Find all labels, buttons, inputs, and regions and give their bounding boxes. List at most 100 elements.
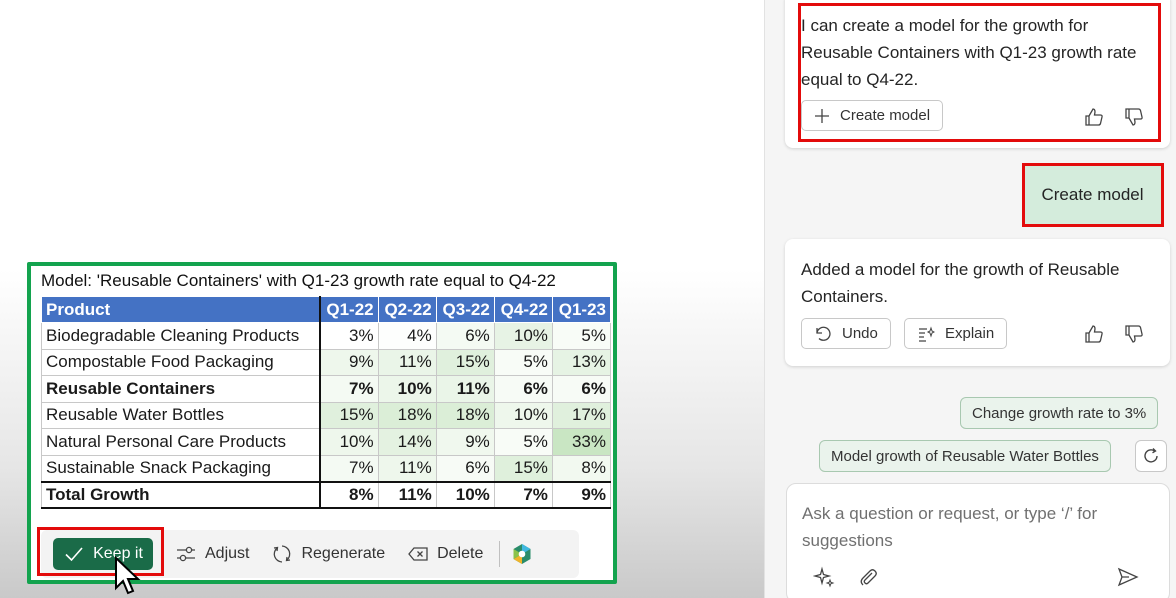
adjust-button[interactable]: Adjust xyxy=(175,543,249,565)
product-cell: Reusable Water Bottles xyxy=(41,401,320,429)
suggestion-chip[interactable]: Model growth of Reusable Water Bottles xyxy=(819,440,1111,472)
product-cell: Sustainable Snack Packaging xyxy=(41,454,320,482)
product-cell: Compostable Food Packaging xyxy=(41,348,320,376)
regenerate-button[interactable]: Regenerate xyxy=(271,543,385,565)
assistant-message-text: Added a model for the growth of Reusable… xyxy=(801,260,1120,306)
product-cell: Total Growth xyxy=(41,480,320,509)
value-cell: 8% xyxy=(318,480,379,509)
value-cell: 18% xyxy=(377,401,437,429)
assistant-message-card: I can create a model for the growth for … xyxy=(785,0,1170,148)
value-cell: 11% xyxy=(377,480,437,509)
create-model-label: Create model xyxy=(840,107,931,124)
column-header: Product xyxy=(41,296,320,323)
value-cell: 10% xyxy=(493,322,553,350)
undo-button[interactable]: Undo xyxy=(801,318,891,349)
value-cell: 11% xyxy=(435,375,495,403)
value-cell: 14% xyxy=(377,428,437,456)
adjust-icon xyxy=(177,546,195,562)
value-cell: 5% xyxy=(551,322,612,350)
column-header: Q4-22 xyxy=(493,296,553,323)
suggestion-chip[interactable]: Change growth rate to 3% xyxy=(960,397,1159,429)
value-cell: 7% xyxy=(318,375,379,403)
value-cell: 10% xyxy=(435,480,495,509)
value-cell: 17% xyxy=(551,401,612,429)
value-cell: 9% xyxy=(318,348,379,376)
value-cell: 18% xyxy=(435,401,495,429)
user-message: Create model xyxy=(1024,166,1161,224)
value-cell: 33% xyxy=(551,428,612,456)
value-cell: 15% xyxy=(493,454,553,482)
plus-icon xyxy=(815,108,829,123)
table-row: Reusable Containers 7% 10% 11% 6% 6% xyxy=(41,375,612,403)
value-cell: 4% xyxy=(377,322,437,350)
column-header: Q1-22 xyxy=(318,296,379,323)
product-cell: Biodegradable Cleaning Products xyxy=(41,322,320,350)
model-preview-card: Model: 'Reusable Containers' with Q1-23 … xyxy=(27,262,617,584)
value-cell: 9% xyxy=(551,480,612,509)
value-cell: 5% xyxy=(493,428,553,456)
delete-button[interactable]: Delete xyxy=(407,543,483,565)
keep-it-highlight xyxy=(37,527,164,576)
regenerate-icon xyxy=(274,545,291,563)
thumbs-down-icon[interactable] xyxy=(1123,323,1145,345)
undo-label: Undo xyxy=(842,325,878,342)
product-cell: Natural Personal Care Products xyxy=(41,428,320,456)
delete-label: Delete xyxy=(437,545,484,562)
feedback-buttons xyxy=(1083,323,1145,345)
value-cell: 10% xyxy=(493,401,553,429)
thumbs-up-icon[interactable] xyxy=(1083,323,1105,345)
cursor-icon xyxy=(115,556,141,595)
send-button[interactable] xyxy=(1117,566,1139,593)
value-cell: 10% xyxy=(377,375,437,403)
explain-button[interactable]: Explain xyxy=(904,318,1008,349)
value-cell: 9% xyxy=(435,428,495,456)
value-cell: 3% xyxy=(318,322,379,350)
table-row: Biodegradable Cleaning Products 3% 4% 6%… xyxy=(41,322,612,350)
create-model-button[interactable]: Create model xyxy=(801,100,944,131)
user-message-highlight xyxy=(1022,163,1164,227)
table-row: Reusable Water Bottles 15% 18% 18% 10% 1… xyxy=(41,401,612,429)
value-cell: 7% xyxy=(493,480,553,509)
sparkle-icon[interactable] xyxy=(813,566,835,588)
check-icon xyxy=(65,547,83,562)
copilot-icon[interactable] xyxy=(510,542,534,566)
column-header: Q2-22 xyxy=(377,296,437,323)
assistant-message-highlight xyxy=(798,3,1161,142)
assistant-message-card: Added a model for the growth of Reusable… xyxy=(785,239,1170,366)
value-cell: 15% xyxy=(435,348,495,376)
copilot-chat-pane: I can create a model for the growth for … xyxy=(764,0,1176,598)
thumbs-down-icon[interactable] xyxy=(1123,106,1145,128)
delete-icon xyxy=(408,547,428,561)
value-cell: 10% xyxy=(318,428,379,456)
value-cell: 15% xyxy=(318,401,379,429)
toolbar-divider xyxy=(499,541,501,567)
table-row: Sustainable Snack Packaging 7% 11% 6% 15… xyxy=(41,454,612,482)
explain-icon xyxy=(919,325,935,342)
model-toolbar: Keep it Adjust Regenerate xyxy=(41,530,579,578)
input-actions xyxy=(813,566,879,588)
value-cell: 5% xyxy=(493,348,553,376)
chat-input-placeholder: Ask a question or request, or type ‘/’ f… xyxy=(802,504,1098,550)
total-row: Total Growth 8% 11% 10% 7% 9% xyxy=(41,480,612,509)
adjust-label: Adjust xyxy=(205,545,250,562)
thumbs-up-icon[interactable] xyxy=(1083,106,1105,128)
keep-it-label: Keep it xyxy=(93,545,143,562)
worksheet-area: Model: 'Reusable Containers' with Q1-23 … xyxy=(0,0,764,598)
assistant-message-text: I can create a model for the growth for … xyxy=(801,16,1137,89)
refresh-suggestions-button[interactable] xyxy=(1135,440,1167,472)
value-cell: 13% xyxy=(551,348,612,376)
attach-icon[interactable] xyxy=(857,566,879,588)
keep-it-button[interactable]: Keep it xyxy=(53,538,153,570)
model-table: Product Q1-22 Q2-22 Q3-22 Q4-22 Q1-23 Bi… xyxy=(41,296,612,509)
table-row: Natural Personal Care Products 10% 14% 9… xyxy=(41,428,612,456)
product-cell: Reusable Containers xyxy=(41,375,320,403)
value-cell: 11% xyxy=(377,348,437,376)
send-icon xyxy=(1117,567,1139,587)
value-cell: 8% xyxy=(551,454,612,482)
chat-input[interactable]: Ask a question or request, or type ‘/’ f… xyxy=(786,483,1170,598)
value-cell: 6% xyxy=(551,375,612,403)
regenerate-label: Regenerate xyxy=(301,545,386,562)
value-cell: 7% xyxy=(318,454,379,482)
value-cell: 6% xyxy=(435,454,495,482)
column-header: Q1-23 xyxy=(551,296,612,323)
